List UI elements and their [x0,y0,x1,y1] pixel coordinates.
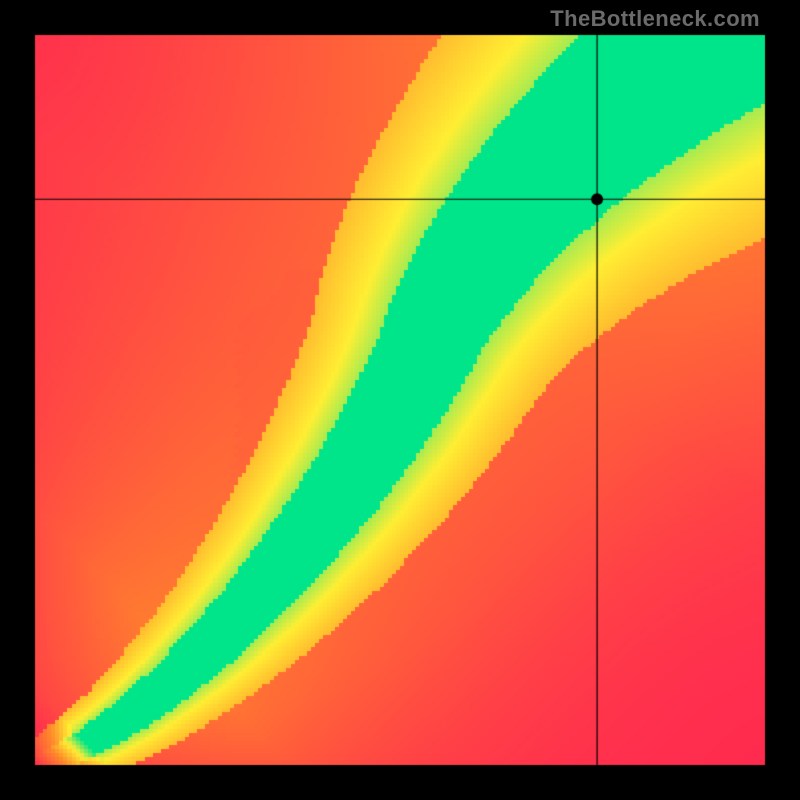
watermark-text: TheBottleneck.com [550,6,760,32]
chart-container: { "watermark": { "text": "TheBottleneck.… [0,0,800,800]
bottleneck-heatmap [0,0,800,800]
